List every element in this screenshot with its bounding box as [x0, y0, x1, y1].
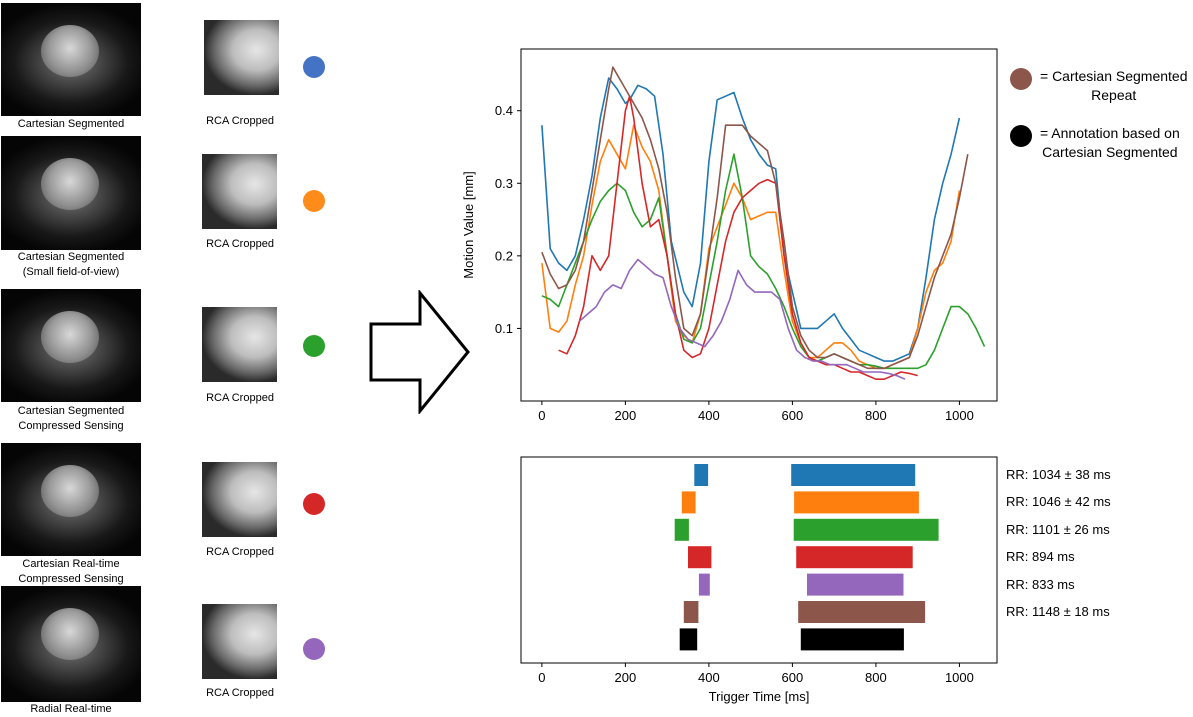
x-tick-label: 600	[782, 670, 804, 685]
legend-marker	[1010, 125, 1032, 147]
rca-cropped-image	[202, 462, 277, 537]
heart-region	[41, 311, 99, 363]
series-line-orange	[541, 124, 961, 370]
y-tick-label: 0.2	[495, 248, 513, 263]
cardiac-mri-thumbnail	[1, 443, 141, 556]
legend-marker	[1010, 68, 1032, 90]
y-tick-label: 0.4	[495, 103, 513, 118]
rr-interval-label: RR: 1148 ± 18 ms	[1006, 604, 1110, 619]
rr-interval-label: RR: 894 ms	[1006, 549, 1075, 565]
timing-bar	[698, 573, 710, 596]
x-tick-label: 0	[538, 408, 545, 423]
series-color-dot	[303, 335, 325, 357]
sequence-label: Cartesian Segmented Compressed Sensing	[17, 405, 125, 432]
legend-label: = Cartesian Segmented Repeat	[1040, 68, 1188, 103]
cardiac-mri-thumbnail	[1, 136, 141, 250]
x-tick-label: 400	[698, 670, 720, 685]
trigger-time-bar-chart: 0 200 400 600 800 1000 Trigger Time [ms]	[520, 456, 998, 704]
series-line-red	[558, 95, 918, 381]
y-axis-label: Motion Value [mm]	[461, 171, 476, 278]
heart-region	[41, 25, 99, 77]
cardiac-mri-thumbnail	[1, 289, 141, 402]
timing-bar	[694, 464, 709, 486]
x-tick-label: 600	[782, 408, 804, 423]
rca-cropped-image	[202, 307, 277, 382]
timing-bar	[679, 628, 698, 651]
cardiac-mri-thumbnail	[1, 3, 141, 116]
crop-label: RCA Cropped	[206, 546, 274, 558]
sequence-label: Radial Real-time	[30, 703, 112, 715]
x-tick-label: 1000	[945, 408, 974, 423]
cardiac-mri-thumbnail	[1, 586, 141, 702]
x-tick-label: 200	[615, 408, 637, 423]
series-color-dot	[303, 638, 325, 660]
sequence-label: Cartesian Segmented (Small field-of-view…	[17, 251, 125, 278]
plot-frame	[520, 456, 998, 664]
sequence-label: Cartesian Real-time Compressed Sensing	[18, 558, 124, 585]
timing-bar	[683, 601, 699, 623]
crop-label: RCA Cropped	[206, 687, 274, 699]
timing-bar	[800, 628, 904, 651]
series-line-green	[541, 153, 986, 370]
timing-bar	[688, 546, 712, 569]
x-tick-label: 1000	[945, 670, 974, 685]
rr-interval-label: RR: 1034 ± 38 ms	[1006, 467, 1111, 482]
timing-bar	[796, 546, 913, 569]
x-tick-label: 800	[865, 670, 887, 685]
rr-interval-label: RR: 1046 ± 42 ms	[1006, 494, 1111, 510]
series-color-dot	[303, 56, 325, 78]
x-tick-label: 400	[698, 408, 720, 423]
rca-cropped-image	[204, 20, 279, 95]
y-tick-label: 0.1	[495, 321, 513, 336]
series-color-dot	[303, 190, 325, 212]
rca-cropped-image	[202, 154, 277, 229]
heart-region	[41, 158, 99, 210]
x-tick-label: 800	[865, 408, 887, 423]
x-tick-label: 0	[538, 670, 545, 685]
rr-interval-label: RR: 1101 ± 26 ms	[1006, 521, 1110, 537]
crop-label: RCA Cropped	[206, 238, 274, 250]
timing-bar	[674, 518, 689, 541]
heart-region	[41, 608, 99, 660]
sequence-label: Cartesian Segmented	[17, 118, 125, 130]
series-color-dot	[303, 493, 325, 515]
x-axis-label: Trigger Time [ms]	[709, 689, 810, 704]
x-tick-label: 200	[615, 670, 637, 685]
y-tick-label: 0.3	[495, 176, 513, 191]
heart-region	[41, 465, 99, 517]
timing-bar	[798, 601, 926, 623]
rca-cropped-image	[202, 604, 277, 679]
timing-bar	[793, 518, 939, 541]
series-line-blue	[541, 77, 961, 362]
timing-bar	[807, 573, 904, 596]
crop-label: RCA Cropped	[206, 392, 274, 404]
timing-bar	[791, 464, 916, 486]
rr-interval-label: RR: 833 ms	[1006, 576, 1075, 592]
right-arrow-icon	[369, 290, 470, 414]
legend-label: = Annotation based on Cartesian Segmente…	[1040, 125, 1180, 160]
timing-bar	[794, 491, 919, 514]
crop-label: RCA Cropped	[206, 115, 274, 127]
timing-bar	[681, 491, 696, 514]
series-line-brown	[541, 66, 969, 370]
series-line-purple	[578, 258, 906, 380]
plot-frame	[520, 48, 998, 402]
motion-line-chart: 0 200 400 600 800 1000 0.1 0.2 0.3 0.4 Motion Valu…	[461, 48, 998, 423]
